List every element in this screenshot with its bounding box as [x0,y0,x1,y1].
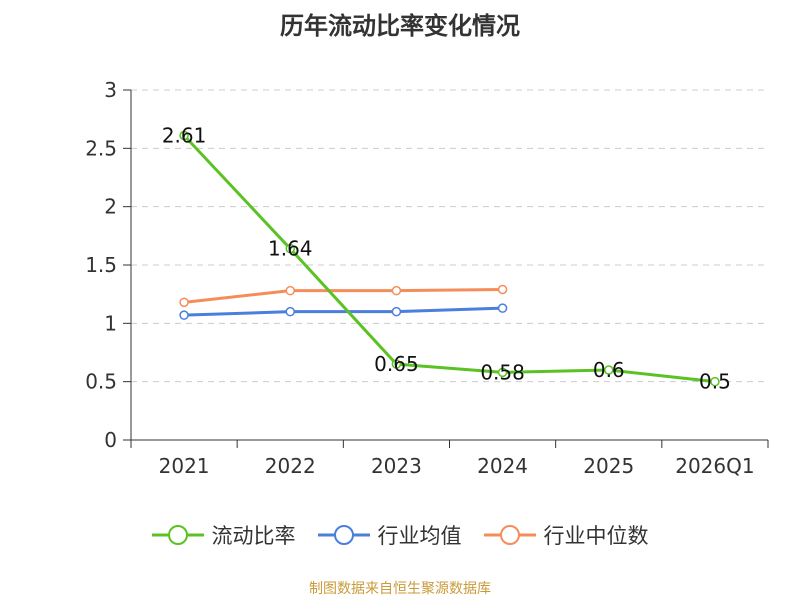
data-point [285,306,295,317]
legend-item[interactable]: 行业均值 [317,520,462,550]
legend-swatch-icon [317,525,370,545]
data-label: 0.58 [480,360,525,384]
legend-label: 行业均值 [377,524,462,548]
series-line-1 [182,134,716,384]
x-tick-label: 2024 [477,454,528,478]
legend-item[interactable]: 行业中位数 [483,520,649,550]
data-point [179,297,189,308]
data-point [179,310,189,320]
y-tick-label: 3 [104,78,117,102]
legend: 流动比率 行业均值 行业中位数 [0,520,800,550]
series-line-3 [183,288,503,304]
data-point [285,243,295,254]
legend-swatch-icon [151,525,204,545]
chart-title: 历年流动比率变化情况 [280,12,520,40]
y-tick-label: 2.5 [85,136,117,160]
source-note: 制图数据来自恒生聚源数据库 [309,581,491,597]
data-point [497,367,508,378]
data-point [391,306,402,317]
x-tick-label: 2025 [583,454,634,478]
y-tick-label: 1 [104,311,117,335]
legend-swatch-icon [483,525,536,545]
legend-label: 流动比率 [211,524,296,548]
legend-item[interactable]: 流动比率 [151,520,296,550]
y-tick-label: 0.5 [85,370,117,394]
data-label: 1.64 [268,237,313,261]
y-tick-label: 2 [104,195,117,219]
data-label: 0.6 [593,358,625,382]
y-tick-label: 1.5 [85,253,117,277]
x-tick-label: 2021 [159,454,210,478]
x-tick-label: 2026Q1 [675,454,754,478]
data-label: 0.65 [374,352,419,376]
data-point [710,376,720,387]
data-label: 2.61 [162,124,207,148]
data-point [285,285,295,296]
x-tick-label: 2022 [265,454,316,478]
data-point [391,359,402,369]
data-point [604,365,614,375]
data-label: 0.5 [699,370,731,394]
series-line-2 [184,306,503,317]
data-point [391,285,402,296]
data-point [497,303,508,313]
legend-label: 行业中位数 [543,524,649,548]
data-point [497,284,508,295]
data-point [179,130,189,141]
x-tick-label: 2023 [371,454,422,478]
y-tick-label: 0 [104,428,117,452]
